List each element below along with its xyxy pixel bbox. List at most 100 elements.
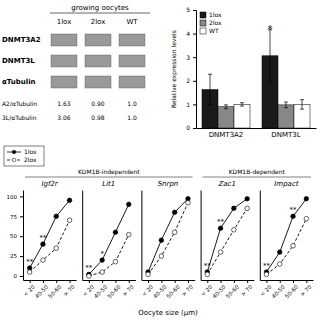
y-axis-title: Relative expression levels: [170, 30, 178, 108]
error-cap: [224, 104, 228, 105]
tick-label: > 70: [180, 283, 194, 297]
y-axis: 0255075100: [7, 191, 24, 281]
tick: 4: [186, 30, 196, 37]
blot-panel: growing oocytes1lox2loxWTDNMT3A2DNMT3LαT…: [2, 4, 150, 121]
row-label: αTubulin: [2, 78, 36, 86]
marker: [67, 218, 72, 223]
plot-area: [202, 30, 310, 128]
tick-label: 40-50: [34, 283, 50, 299]
error-cap: [224, 108, 228, 109]
marker: [159, 238, 164, 243]
error-line: [242, 103, 243, 106]
marker: [245, 206, 250, 211]
error-line: [286, 102, 287, 108]
error-cap: [300, 99, 304, 100]
column-header: WT: [126, 18, 138, 26]
line-panel: < 2040-5050-60> 70Impact****: [259, 180, 314, 299]
tick-label: 40-50: [152, 283, 168, 299]
marker: [205, 272, 210, 277]
tick: 25: [10, 253, 23, 259]
tick-label: 40-50: [270, 283, 286, 299]
legend-swatch: [200, 20, 206, 26]
figure: growing oocytes1lox2loxWTDNMT3A2DNMT3LαT…: [0, 0, 320, 320]
tick-label: 40-50: [93, 283, 109, 299]
marker: [186, 200, 191, 205]
marker: [232, 206, 237, 211]
bar: [234, 104, 250, 128]
group-label: KDM1B-independent: [78, 168, 140, 176]
error-cap: [240, 102, 244, 103]
legend-swatch: [200, 28, 206, 34]
legend-swatch: [200, 12, 206, 18]
x-axis: < 2040-5050-60> 70: [81, 280, 136, 299]
tick-label: 50-60: [106, 283, 122, 299]
legend-frame: [4, 146, 44, 166]
marker: [113, 230, 118, 235]
marker: [113, 259, 118, 264]
legend-label: WT: [209, 27, 219, 34]
line-panel: 0255075100< 2040-5050-60> 70Igf2r****: [7, 180, 77, 299]
marker: [232, 228, 237, 233]
series-line: [89, 235, 129, 276]
series-line: [148, 199, 188, 272]
blot-band: [85, 55, 111, 67]
tick-mark: [20, 256, 23, 257]
marker: [41, 258, 46, 263]
group-line: [25, 177, 193, 178]
tick: 3: [186, 54, 196, 61]
legend-marker: [12, 158, 16, 162]
error-bar: [224, 105, 228, 109]
marker: [54, 246, 59, 251]
marker: [87, 274, 92, 279]
x-axis: < 2040-5050-60> 70: [141, 280, 196, 299]
marker: [218, 250, 223, 255]
annotation: **: [263, 262, 271, 270]
axis-line: [193, 11, 197, 129]
error-cap: [300, 109, 304, 110]
tick-mark: [293, 280, 294, 283]
error-bar: [284, 102, 288, 108]
marker: [277, 262, 282, 267]
tick-label: > 70: [240, 283, 254, 297]
blot-band: [51, 76, 77, 88]
tick: DNMT3A2: [209, 128, 244, 139]
bar-chart: 012345DNMT3A2DNMT3LRelative expression l…: [170, 6, 317, 139]
marker: [291, 243, 296, 248]
tick-mark: [161, 280, 162, 283]
error-cap: [284, 107, 288, 108]
row-label: A2/αTubulin: [2, 100, 37, 107]
y-axis: [201, 191, 202, 281]
tick-label: 50: [10, 233, 17, 239]
tick-mark: [20, 196, 23, 197]
panel-title: Zac1: [218, 180, 236, 188]
legend: 1lox2lox: [4, 146, 44, 166]
tick-mark: [20, 276, 23, 277]
tick-mark: [193, 10, 196, 11]
line-panel: < 2040-5050-60> 70Zac1****: [200, 180, 255, 299]
tick-label: > 70: [121, 283, 135, 297]
tick: > 70: [62, 280, 76, 298]
table-value: 1.0: [127, 114, 137, 121]
marker: [27, 270, 32, 275]
legend-item: 2lox: [7, 156, 37, 163]
tick-mark: [306, 280, 307, 283]
row-label: 3L/αTubulin: [2, 114, 37, 121]
annotation: **: [26, 258, 34, 266]
series-line: [207, 208, 247, 274]
plot-area: [87, 202, 132, 278]
marker: [100, 258, 105, 263]
tick-mark: [234, 280, 235, 283]
tick-label: 50-60: [284, 283, 300, 299]
legend-item: 2lox: [200, 19, 222, 26]
marker: [126, 202, 131, 207]
column-header: 1lox: [57, 18, 72, 26]
marker: [218, 226, 223, 231]
series-line: [89, 204, 129, 274]
tick-mark: [193, 128, 196, 129]
tick-label: 3: [186, 54, 190, 61]
annotation: **: [290, 206, 298, 214]
tick-label: 2: [186, 77, 190, 84]
panel-title: Snrpn: [158, 180, 179, 188]
legend-label: 1lox: [209, 11, 222, 18]
axis-line: [260, 191, 261, 281]
